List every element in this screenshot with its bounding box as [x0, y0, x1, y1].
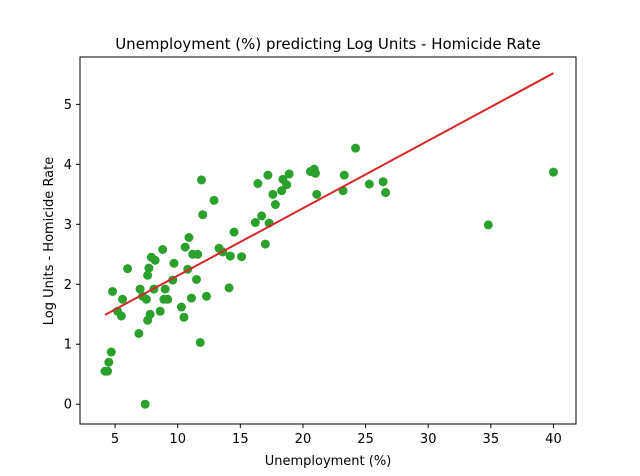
data-point	[268, 189, 278, 199]
data-point	[548, 167, 558, 177]
data-point	[277, 186, 287, 196]
data-point	[191, 274, 201, 284]
data-point	[364, 179, 374, 189]
data-point	[202, 291, 212, 301]
data-point	[180, 242, 190, 252]
y-tick-label: 1	[64, 338, 72, 353]
data-point	[225, 251, 235, 261]
data-points	[100, 143, 558, 409]
data-point	[260, 239, 270, 249]
x-axis-label: Unemployment (%)	[265, 454, 392, 469]
data-point	[263, 170, 273, 180]
data-point	[123, 264, 133, 274]
data-point	[184, 233, 194, 242]
data-point	[253, 179, 263, 189]
x-tick-label: 5	[111, 432, 119, 447]
data-point	[140, 399, 150, 409]
x-tick-label: 40	[545, 432, 562, 447]
y-tick-label: 4	[64, 158, 72, 173]
x-tick-label: 30	[420, 432, 437, 447]
data-point	[143, 270, 153, 280]
data-point	[378, 177, 388, 187]
data-point	[116, 311, 126, 321]
x-axis: 5 10 15 20 25 30 35 40	[111, 424, 562, 447]
data-point	[257, 211, 267, 221]
data-point	[163, 294, 173, 304]
data-point	[186, 293, 196, 303]
data-point	[209, 195, 219, 205]
data-point	[145, 309, 155, 319]
plot-area	[79, 56, 577, 425]
x-tick-label: 20	[295, 432, 312, 447]
data-point	[250, 218, 260, 228]
data-point	[193, 249, 203, 259]
data-point	[104, 357, 114, 367]
data-point	[483, 220, 493, 230]
data-point	[158, 245, 168, 254]
axes-frame	[79, 56, 577, 425]
y-tick-label: 5	[64, 98, 72, 113]
data-point	[134, 328, 144, 338]
data-point	[155, 306, 165, 316]
data-point	[195, 337, 205, 347]
data-point	[312, 189, 322, 199]
data-point	[179, 312, 189, 322]
data-point	[106, 347, 116, 357]
y-tick-label: 0	[64, 398, 72, 413]
data-point	[339, 170, 349, 180]
data-point	[160, 284, 170, 294]
data-point	[103, 366, 113, 376]
data-point	[135, 284, 145, 294]
y-axis: 0 1 2 3 4 5	[64, 98, 80, 413]
data-point	[229, 227, 239, 237]
data-point	[270, 200, 280, 210]
data-point	[224, 283, 234, 293]
data-point	[282, 180, 292, 190]
data-point	[198, 210, 208, 220]
x-tick-label: 25	[357, 432, 374, 447]
data-point	[284, 169, 294, 179]
data-point	[118, 294, 128, 304]
data-point	[381, 188, 391, 198]
x-tick-label: 10	[169, 432, 186, 447]
x-tick-label: 35	[483, 432, 500, 447]
chart-title: Unemployment (%) predicting Log Units - …	[115, 35, 541, 53]
data-point	[310, 168, 320, 178]
data-point	[169, 258, 179, 268]
regression-line	[104, 72, 554, 316]
data-point	[237, 252, 247, 262]
data-point	[150, 255, 160, 265]
x-tick-label: 15	[232, 432, 249, 447]
data-point	[144, 263, 154, 273]
y-tick-label: 3	[64, 218, 72, 233]
data-point	[351, 143, 361, 153]
y-tick-label: 2	[64, 278, 72, 293]
data-point	[108, 286, 118, 296]
y-axis-label: Log Units - Homicide Rate	[42, 157, 57, 326]
data-point	[196, 175, 206, 185]
data-point	[176, 302, 186, 312]
data-point	[141, 294, 151, 304]
